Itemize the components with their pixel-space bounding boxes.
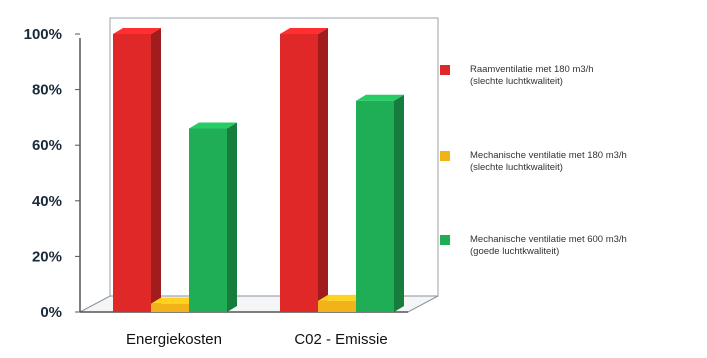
bar (113, 28, 161, 312)
bar-side (318, 28, 328, 312)
bar-top (318, 294, 366, 301)
bars (113, 28, 404, 313)
bar-top (189, 122, 237, 129)
legend: Raamventilatie met 180 m3/h(slechte luch… (440, 64, 627, 257)
bar-front (113, 34, 151, 312)
legend-label: (goede luchtkwaliteit) (470, 246, 559, 257)
x-category-labels: Energiekosten C02 - Emissie (126, 331, 388, 348)
bar-top (113, 28, 161, 34)
bar-front (151, 303, 189, 312)
legend-item: Raamventilatie met 180 m3/h(slechte luch… (440, 64, 594, 87)
bar-side (394, 94, 404, 312)
bar-top (280, 28, 328, 34)
x-category-label: Energiekosten (126, 331, 222, 348)
bar (356, 94, 404, 312)
legend-label: Mechanische ventilatie met 600 m3/h (470, 234, 627, 245)
y-tick-label: 0% (40, 304, 62, 321)
bar-front (280, 34, 318, 312)
legend-label: Raamventilatie met 180 m3/h (470, 64, 594, 75)
y-tick-label: 40% (32, 193, 62, 210)
y-tick-labels: 0% 20% 40% 60% 80% 100% (24, 26, 80, 321)
legend-item: Mechanische ventilatie met 600 m3/h(goed… (440, 234, 627, 257)
bar (280, 28, 328, 312)
legend-label: Mechanische ventilatie met 180 m3/h (470, 150, 627, 161)
legend-label: (slechte luchtkwaliteit) (470, 76, 563, 87)
bar-side (151, 28, 161, 312)
bar-front (318, 300, 356, 312)
bar-side (227, 122, 237, 313)
bar-top (356, 94, 404, 101)
bar-front (189, 128, 227, 312)
y-tick-label: 80% (32, 82, 62, 99)
legend-label: (slechte luchtkwaliteit) (470, 162, 563, 173)
x-category-label: C02 - Emissie (294, 331, 387, 348)
bar-top (151, 297, 199, 304)
y-tick-label: 20% (32, 248, 62, 265)
legend-item: Mechanische ventilatie met 180 m3/h(slec… (440, 150, 627, 173)
legend-swatch (440, 65, 450, 75)
legend-swatch (440, 235, 450, 245)
y-tick-label: 60% (32, 137, 62, 154)
bar (189, 122, 237, 313)
legend-swatch (440, 151, 450, 161)
y-tick-label: 100% (24, 26, 62, 43)
bar-front (356, 100, 394, 312)
